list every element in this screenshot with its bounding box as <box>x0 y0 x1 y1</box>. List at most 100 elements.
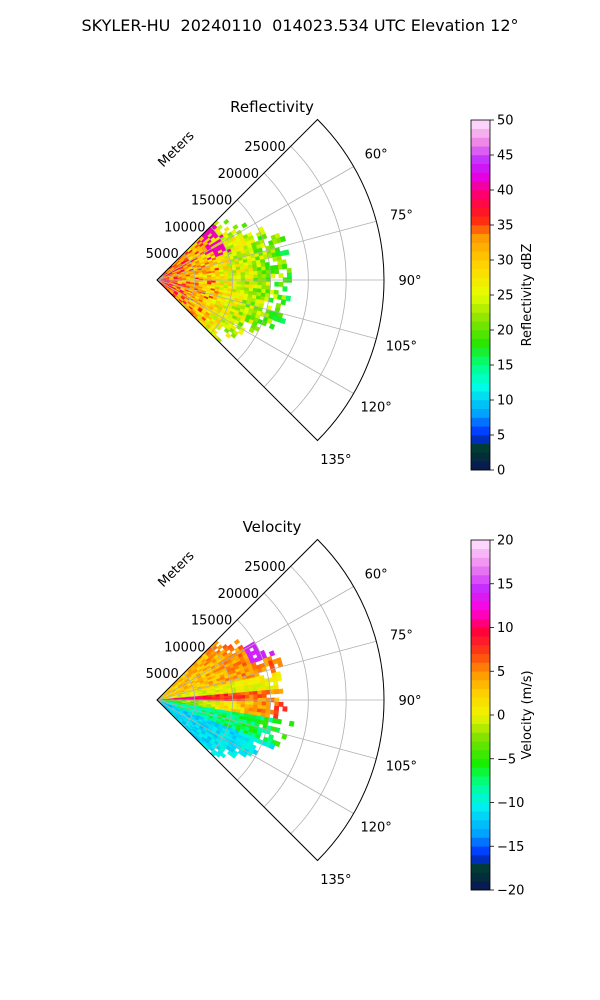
colorbar-segment <box>471 190 490 200</box>
colorbar-segment <box>471 443 490 453</box>
colorbar-segment <box>471 128 490 138</box>
radar-bin <box>283 249 290 256</box>
radar-bin <box>274 740 281 748</box>
colorbar-segment <box>471 785 490 795</box>
colorbar-segment <box>471 540 490 550</box>
colorbar-segment <box>471 601 490 611</box>
azimuth-tick-label: 120° <box>360 821 391 836</box>
radar-bin <box>278 273 284 279</box>
colorbar-label: Reflectivity dBZ <box>520 244 535 347</box>
colorbar-segment <box>471 391 490 401</box>
range-axis-label: Meters <box>156 548 198 590</box>
colorbar-segment <box>471 312 490 322</box>
azimuth-tick-label: 75° <box>390 629 413 644</box>
radar-bin <box>232 695 238 699</box>
range-tick-label: 25000 <box>244 560 285 575</box>
colorbar-tick-label: 40 <box>497 184 514 199</box>
radar-bin <box>253 270 259 276</box>
radar-bin <box>216 224 223 231</box>
colorbar-segment <box>471 365 490 375</box>
figure-title: SKYLER-HU 20240110 014023.534 UTC Elevat… <box>81 16 519 35</box>
radar-bin <box>244 274 250 279</box>
colorbar-segment <box>471 225 490 235</box>
colorbar-tick-label: 50 <box>497 114 514 129</box>
radar-bin <box>249 281 255 286</box>
radar-bin <box>240 691 246 696</box>
colorbar-segment <box>471 583 490 593</box>
colorbar-segment <box>471 172 490 182</box>
colorbar-segment <box>471 461 490 471</box>
radar-bin <box>279 235 287 243</box>
colorbar-segment <box>471 251 490 261</box>
radar-bin <box>240 271 246 276</box>
colorbar-segment <box>471 741 490 751</box>
radar-bin <box>253 281 259 286</box>
radar-bin <box>282 706 288 712</box>
range-tick-label: 25000 <box>244 140 285 155</box>
radar-bin <box>253 701 259 706</box>
azimuth-tick-label: 60° <box>365 568 388 583</box>
colorbar-segment <box>471 181 490 191</box>
azimuth-spoke-75 <box>156 640 377 701</box>
radar-bin <box>273 684 279 691</box>
radar-bin <box>249 694 255 699</box>
colorbar-segment <box>471 233 490 243</box>
colorbar-segment <box>471 671 490 681</box>
radar-bin <box>232 224 239 231</box>
radar-bin <box>248 327 255 334</box>
colorbar-segment <box>471 662 490 672</box>
azimuth-tick-label: 105° <box>386 759 417 774</box>
range-tick-label: 5000 <box>146 247 179 262</box>
azimuth-spoke-120 <box>156 699 354 814</box>
radar-bin <box>240 695 246 699</box>
colorbar-segment <box>471 338 490 348</box>
radar-bin <box>220 752 227 759</box>
radar-bin <box>225 332 232 339</box>
radar-bin <box>261 281 267 287</box>
azimuth-spoke-120 <box>156 279 354 394</box>
radar-bin <box>248 691 254 696</box>
colorbar-segment <box>471 242 490 252</box>
radar-bin <box>278 701 284 707</box>
radar-bin <box>265 701 271 707</box>
colorbar-tick-label: 0 <box>497 464 505 479</box>
colorbar-segment <box>471 758 490 768</box>
colorbar-segment <box>471 811 490 821</box>
radar-bin <box>270 273 276 279</box>
colorbar-segment <box>471 592 490 602</box>
radar-bin <box>244 691 250 696</box>
radar-bin <box>286 272 292 279</box>
colorbar-segment <box>471 295 490 305</box>
colorbar-segment <box>471 452 490 462</box>
azimuth-tick-label: 75° <box>390 209 413 224</box>
range-tick-label: 15000 <box>191 194 232 209</box>
radar-bin <box>244 701 250 706</box>
colorbar-segment <box>471 356 490 366</box>
colorbar-segment <box>471 417 490 427</box>
radar-bin <box>261 686 267 692</box>
radar-bin <box>232 275 238 279</box>
azimuth-tick-label: 90° <box>398 274 421 289</box>
colorbar-segment <box>471 855 490 865</box>
colorbar-segment <box>471 163 490 173</box>
colorbar-segment <box>471 330 490 340</box>
radar-bin <box>257 270 263 276</box>
colorbar-segment <box>471 627 490 637</box>
colorbar-tick-label: 45 <box>497 149 514 164</box>
radar-bin <box>257 274 263 279</box>
colorbar-segment <box>471 426 490 436</box>
radar-bin <box>253 274 259 279</box>
radar-bin <box>241 222 248 229</box>
colorbar-tick-label: 25 <box>497 289 514 304</box>
radar-bin <box>244 694 250 699</box>
colorbar-segment <box>471 557 490 567</box>
colorbar-tick-label: 15 <box>497 359 514 374</box>
colorbar-segment <box>471 268 490 278</box>
colorbar-tick-label: 10 <box>497 394 514 409</box>
colorbar-segment <box>471 750 490 760</box>
radar-bin <box>274 701 280 707</box>
radar-bin <box>274 281 280 287</box>
colorbar-segment <box>471 802 490 812</box>
colorbar-segment <box>471 207 490 217</box>
colorbar-segment <box>471 435 490 445</box>
